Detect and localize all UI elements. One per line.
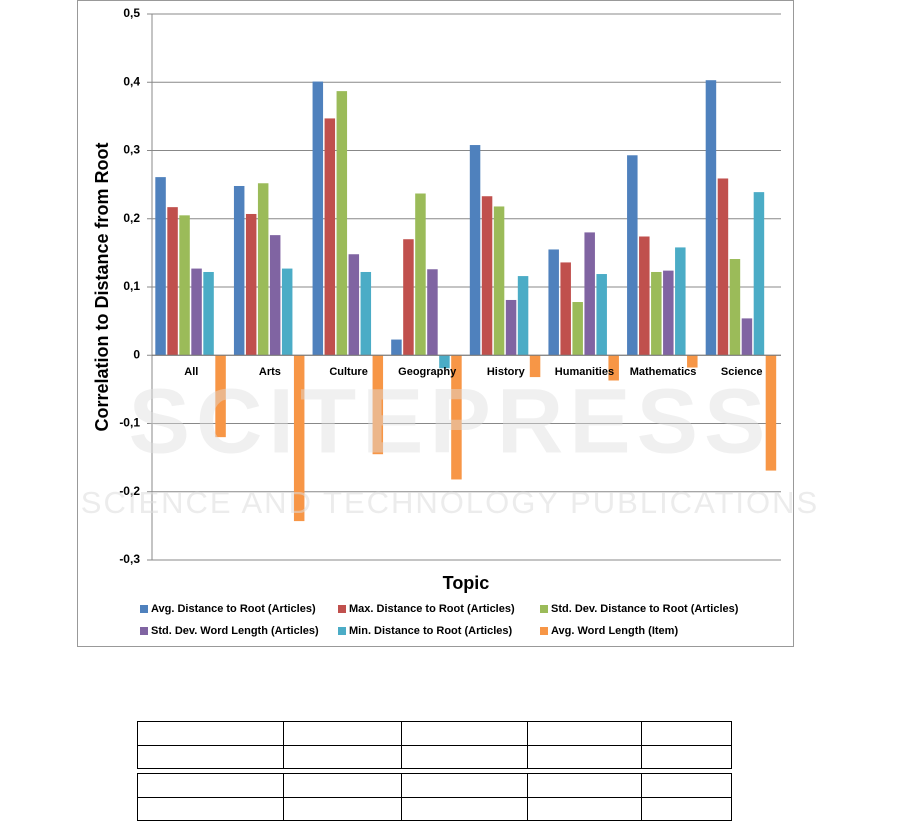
bar bbox=[741, 318, 753, 356]
bar bbox=[729, 259, 741, 356]
x-tick-label: All bbox=[184, 366, 198, 378]
y-tick-label: 0,2 bbox=[123, 211, 140, 225]
bar bbox=[481, 196, 493, 356]
bar bbox=[608, 355, 619, 381]
bar bbox=[391, 339, 402, 356]
bar bbox=[753, 192, 765, 356]
bar bbox=[348, 254, 360, 356]
x-tick-label: Culture bbox=[329, 366, 368, 378]
legend-swatch bbox=[140, 627, 148, 635]
y-tick-label: 0,4 bbox=[123, 74, 140, 88]
y-tick-label: 0,5 bbox=[123, 6, 140, 20]
bar bbox=[517, 276, 529, 356]
bar bbox=[639, 236, 650, 356]
bar bbox=[529, 355, 541, 378]
legend-label: Std. Dev. Distance to Root (Articles) bbox=[551, 603, 739, 615]
bar bbox=[705, 80, 717, 356]
bar bbox=[372, 355, 384, 455]
legend-label: Avg. Distance to Root (Articles) bbox=[151, 603, 316, 615]
y-tick-label: -0,1 bbox=[119, 416, 140, 430]
bar bbox=[584, 232, 595, 356]
bar bbox=[651, 271, 662, 356]
legend-swatch bbox=[540, 605, 548, 613]
bar bbox=[765, 355, 777, 471]
bar bbox=[572, 302, 583, 356]
y-axis-title: Correlation to Distance from Root bbox=[92, 142, 112, 431]
y-tick-label: 0 bbox=[133, 347, 140, 361]
bar bbox=[469, 145, 481, 356]
bar bbox=[312, 81, 324, 356]
bar bbox=[493, 206, 505, 356]
y-tick-label: 0,3 bbox=[123, 143, 140, 157]
bar bbox=[415, 193, 426, 356]
bar bbox=[505, 299, 517, 356]
watermark: SCITEPRESS bbox=[129, 370, 772, 472]
bar bbox=[293, 355, 305, 522]
legend-label: Avg. Word Length (Item) bbox=[551, 625, 678, 637]
legend-swatch bbox=[140, 605, 148, 613]
watermark: SCIENCE AND TECHNOLOGY PUBLICATIONS bbox=[81, 485, 819, 520]
bar bbox=[167, 207, 178, 356]
bar bbox=[155, 177, 166, 356]
bar bbox=[203, 271, 214, 356]
bar bbox=[560, 262, 571, 356]
bar bbox=[687, 355, 698, 368]
bar bbox=[403, 239, 414, 356]
bar bbox=[627, 155, 638, 356]
bar bbox=[451, 355, 462, 480]
bar bbox=[257, 183, 269, 356]
legend-swatch bbox=[338, 627, 346, 635]
bar bbox=[663, 270, 674, 356]
bar bbox=[215, 355, 226, 438]
legend-label: Std. Dev. Word Length (Articles) bbox=[151, 625, 319, 637]
legend-swatch bbox=[540, 627, 548, 635]
bar bbox=[439, 355, 450, 369]
bar bbox=[596, 274, 607, 356]
x-tick-label: Mathematics bbox=[630, 366, 697, 378]
bar bbox=[191, 268, 202, 356]
empty-table bbox=[137, 721, 732, 821]
legend-label: Min. Distance to Root (Articles) bbox=[349, 625, 513, 637]
bar bbox=[324, 118, 336, 356]
bar bbox=[717, 178, 729, 356]
legend-swatch bbox=[338, 605, 346, 613]
x-tick-label: Humanities bbox=[555, 366, 614, 378]
bar bbox=[179, 215, 190, 356]
x-tick-label: Science bbox=[721, 366, 763, 378]
bar bbox=[281, 268, 293, 356]
x-tick-label: History bbox=[487, 366, 526, 378]
bar bbox=[269, 235, 281, 356]
bar bbox=[427, 269, 438, 356]
y-tick-label: -0,3 bbox=[119, 552, 140, 566]
y-tick-label: -0,2 bbox=[119, 484, 140, 498]
y-tick-label: 0,1 bbox=[123, 279, 140, 293]
bar bbox=[548, 249, 559, 356]
bar bbox=[233, 185, 245, 356]
legend-label: Max. Distance to Root (Articles) bbox=[349, 603, 515, 615]
x-tick-label: Geography bbox=[398, 366, 457, 378]
table-columns bbox=[283, 721, 642, 820]
bar bbox=[336, 91, 348, 356]
x-tick-label: Arts bbox=[259, 366, 281, 378]
plot: -0,3 -0,2 -0,1 0 0,1 0,2 0,3 0,4 0,5 All Arts Cultu… bbox=[119, 6, 781, 637]
x-axis-title: Topic bbox=[443, 573, 490, 593]
bar bbox=[360, 271, 372, 356]
bar bbox=[245, 213, 257, 356]
bar bbox=[675, 247, 686, 356]
